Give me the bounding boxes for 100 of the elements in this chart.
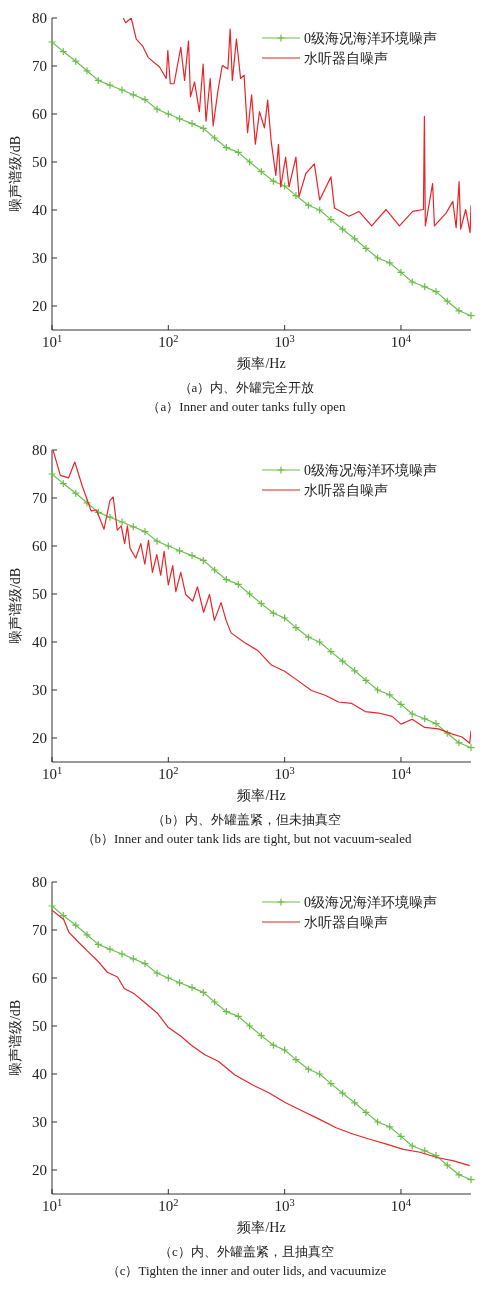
y-tick-label: 70 [32, 58, 47, 74]
point [373, 1117, 382, 1127]
point [361, 244, 371, 253]
point [454, 1170, 464, 1179]
y-tick-label: 40 [32, 202, 47, 218]
point [82, 66, 92, 75]
point [187, 119, 197, 128]
x-tick-label: 10$^{4}$ [390, 332, 412, 350]
y-tick-label: 50 [32, 1018, 47, 1034]
point [164, 973, 173, 983]
point [164, 109, 173, 119]
point [373, 253, 382, 263]
point [47, 37, 57, 47]
point [47, 469, 57, 479]
x-tick-label: 10$^{4}$ [390, 1196, 412, 1214]
text: （b）Inner and outer tank lids are tight, but not vacuum-sealed [81, 831, 412, 846]
point [187, 551, 197, 560]
point [454, 306, 464, 315]
point [140, 95, 150, 104]
x-tick-label: 10$^{2}$ [158, 1196, 179, 1214]
point [326, 215, 336, 224]
y-tick-label: 60 [32, 106, 47, 122]
text: （c）内、外罐盖紧，且抽真空 [159, 1244, 334, 1259]
point [396, 1132, 406, 1141]
point [82, 930, 92, 939]
point [152, 105, 162, 114]
y-tick-label: 60 [32, 538, 47, 554]
y-tick-label: 40 [32, 1066, 47, 1082]
point [164, 541, 173, 551]
point [326, 647, 336, 656]
y-tick-label: 30 [32, 250, 47, 266]
point [152, 969, 162, 978]
point [280, 181, 289, 191]
point [140, 527, 150, 536]
y-tick-label: 20 [32, 730, 47, 746]
point [291, 1055, 301, 1064]
y-tick-label: 80 [32, 10, 47, 26]
point [326, 1079, 336, 1088]
point [466, 311, 476, 320]
point [431, 287, 441, 296]
x-tick-label: 10$^{3}$ [274, 764, 295, 782]
point [466, 743, 476, 752]
point [291, 623, 301, 632]
point [280, 1045, 289, 1055]
text: （c）Tighten the inner and outer lids, and vacuumize [106, 1263, 387, 1278]
y-tick-label: 20 [32, 298, 47, 314]
x-axis-title: 频率/Hz [237, 788, 286, 803]
x-tick-label: 10$^{4}$ [390, 764, 412, 782]
y-tick-label: 60 [32, 970, 47, 986]
x-tick-label: 10$^{3}$ [274, 1196, 295, 1214]
x-tick-label: 10$^{1}$ [41, 1196, 63, 1214]
point [105, 81, 115, 90]
point [280, 613, 289, 623]
point [140, 959, 150, 968]
text: （a）内、外罐完全开放 [178, 380, 315, 395]
point [105, 945, 115, 954]
point [210, 133, 219, 143]
text: （a）Inner and outer tanks fully open [147, 399, 347, 414]
point [315, 1069, 324, 1079]
x-tick-label: 10$^{2}$ [158, 332, 179, 350]
point [210, 565, 219, 575]
point [454, 738, 464, 747]
y-tick-label: 50 [32, 586, 47, 602]
point [408, 1141, 417, 1151]
legend-label: 水听器自噪声 [304, 51, 388, 66]
point [408, 709, 417, 719]
y-axis-title: 噪声谱级/dB [8, 999, 23, 1077]
point [315, 205, 324, 215]
point [152, 537, 162, 546]
y-tick-label: 80 [32, 874, 47, 890]
legend-label: 0级海况海洋环境噪声 [304, 463, 437, 478]
legend-label: 0级海况海洋环境噪声 [304, 31, 437, 46]
y-tick-label: 20 [32, 1162, 47, 1178]
point [47, 901, 57, 911]
point [187, 983, 197, 992]
point [117, 949, 127, 959]
x-tick-label: 10$^{2}$ [158, 764, 179, 782]
point [396, 700, 406, 709]
point [245, 589, 254, 599]
point [210, 997, 219, 1007]
point [245, 157, 254, 167]
x-tick-label: 10$^{3}$ [274, 332, 295, 350]
x-axis-title: 频率/Hz [237, 356, 286, 371]
y-tick-label: 50 [32, 154, 47, 170]
x-tick-label: 10$^{1}$ [41, 332, 63, 350]
point [245, 1021, 254, 1031]
point [361, 676, 371, 685]
legend-label: 水听器自噪声 [304, 483, 388, 498]
point [466, 1175, 476, 1184]
y-tick-label: 40 [32, 634, 47, 650]
point [373, 685, 382, 695]
y-tick-label: 30 [32, 682, 47, 698]
point [396, 268, 406, 277]
x-tick-label: 10$^{1}$ [41, 764, 63, 782]
text: （b）内、外罐盖紧，但未抽真空 [152, 812, 341, 827]
legend-label: 0级海况海洋环境噪声 [304, 895, 437, 910]
point [117, 517, 127, 527]
y-tick-label: 80 [32, 442, 47, 458]
y-axis-title: 噪声谱级/dB [8, 567, 23, 645]
point [291, 191, 301, 200]
